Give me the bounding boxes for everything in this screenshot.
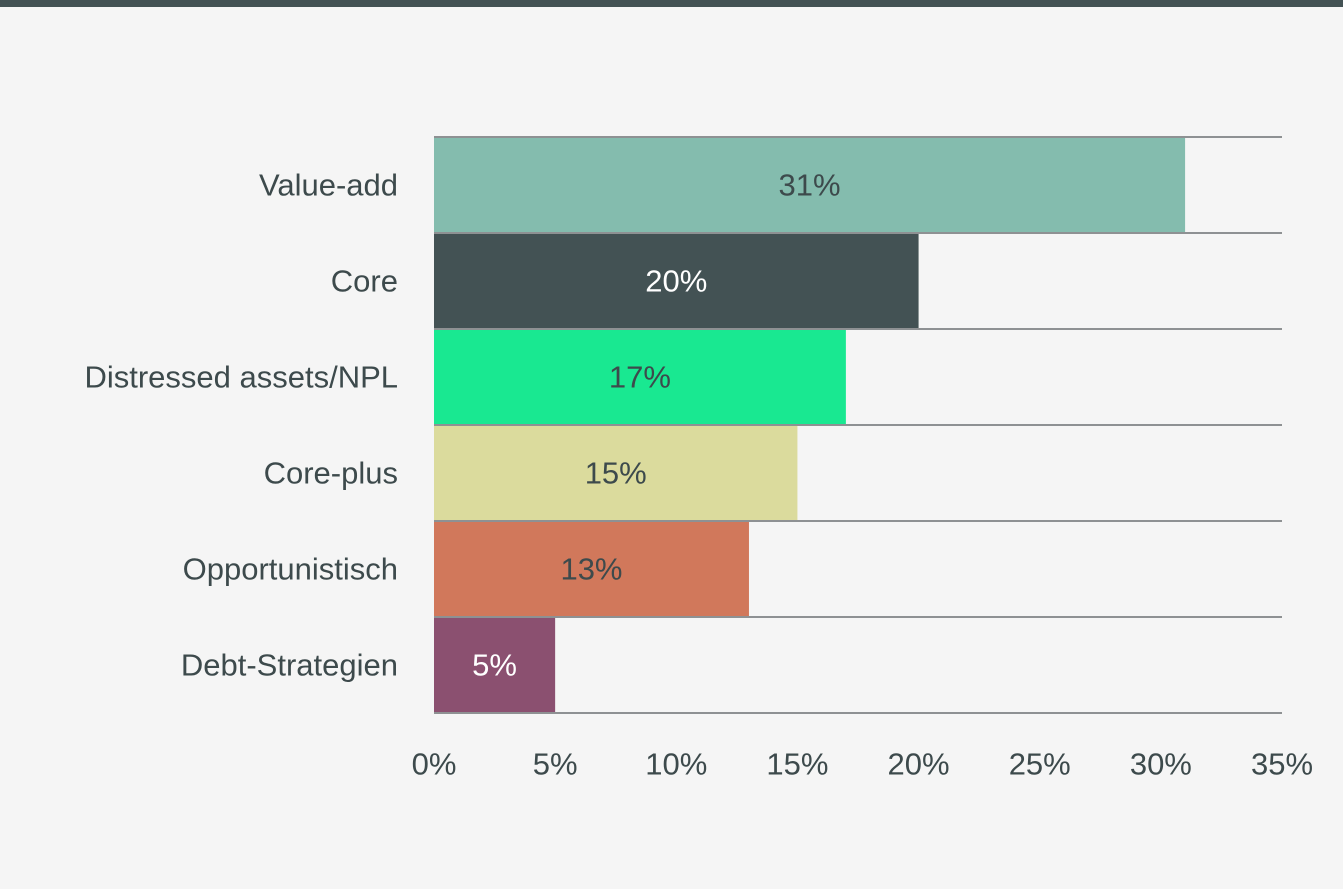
data-label: 13% (560, 552, 622, 587)
x-tick-label: 15% (766, 747, 828, 782)
category-label: Debt-Strategien (181, 648, 398, 683)
x-tick-label: 30% (1130, 747, 1192, 782)
top-accent-bar (0, 0, 1343, 7)
bar-distressed-assets-npl (434, 329, 846, 425)
category-label: Value-add (259, 168, 398, 203)
category-label: Opportunistisch (183, 552, 398, 587)
bar-value-add (434, 137, 1186, 233)
bar-opportunistisch (434, 521, 749, 617)
x-tick-label: 35% (1251, 747, 1313, 782)
bar-core-plus (434, 425, 798, 521)
data-label: 15% (585, 456, 647, 491)
bar-core (434, 233, 919, 329)
bar-debt-strategien (434, 617, 556, 713)
x-tick-label: 25% (1009, 747, 1071, 782)
x-tick-label: 5% (533, 747, 578, 782)
data-label: 20% (645, 264, 707, 299)
data-label: 5% (472, 648, 517, 683)
category-label: Distressed assets/NPL (84, 360, 398, 395)
category-label: Core-plus (264, 456, 398, 491)
x-tick-label: 10% (645, 747, 707, 782)
category-label: Core (331, 264, 398, 299)
x-tick-label: 20% (888, 747, 950, 782)
data-label: 31% (779, 168, 841, 203)
data-label: 17% (609, 360, 671, 395)
x-tick-label: 0% (412, 747, 457, 782)
